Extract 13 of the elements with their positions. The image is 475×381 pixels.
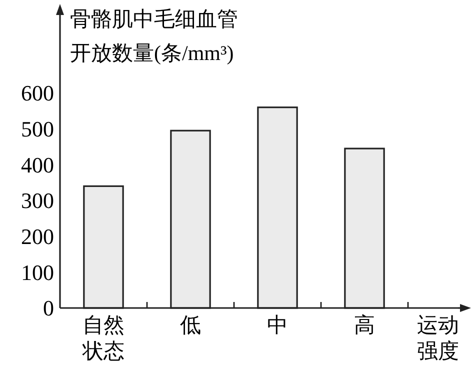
x-tick-label: 高 — [354, 313, 375, 337]
y-tick-label: 0 — [43, 296, 54, 321]
y-tick-label: 300 — [21, 188, 54, 214]
x-axis-title: 运动强度 — [417, 313, 459, 363]
y-tick-label: 400 — [21, 152, 54, 178]
y-tick-label: 200 — [21, 224, 54, 250]
y-tick-label: 100 — [21, 260, 54, 285]
y-tick-label: 500 — [21, 116, 54, 142]
x-tick-label: 中 — [267, 313, 288, 337]
y-tick-label: 600 — [21, 80, 54, 106]
x-tick-label: 低 — [180, 313, 201, 337]
y-axis-title: 骨骼肌中毛细血管开放数量(条/mm³) — [70, 7, 238, 65]
x-tick-label: 自然状态 — [82, 313, 124, 363]
